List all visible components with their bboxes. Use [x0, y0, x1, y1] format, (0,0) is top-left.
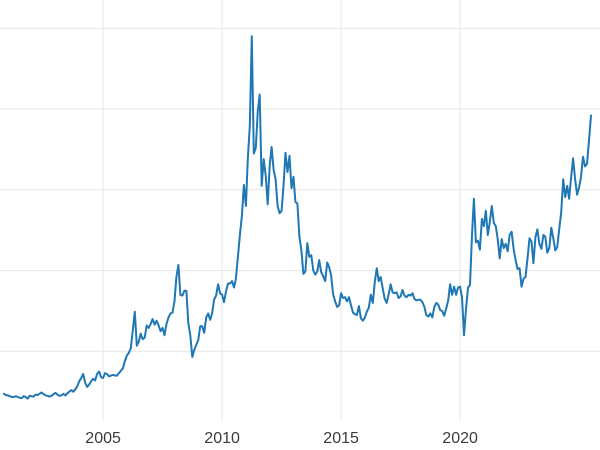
x-tick-label: 2010 [204, 430, 240, 447]
x-tick-label: 2005 [85, 430, 121, 447]
x-tick-label: 2015 [323, 430, 359, 447]
x-tick-label: 2020 [442, 430, 478, 447]
price-line [2, 35, 592, 400]
